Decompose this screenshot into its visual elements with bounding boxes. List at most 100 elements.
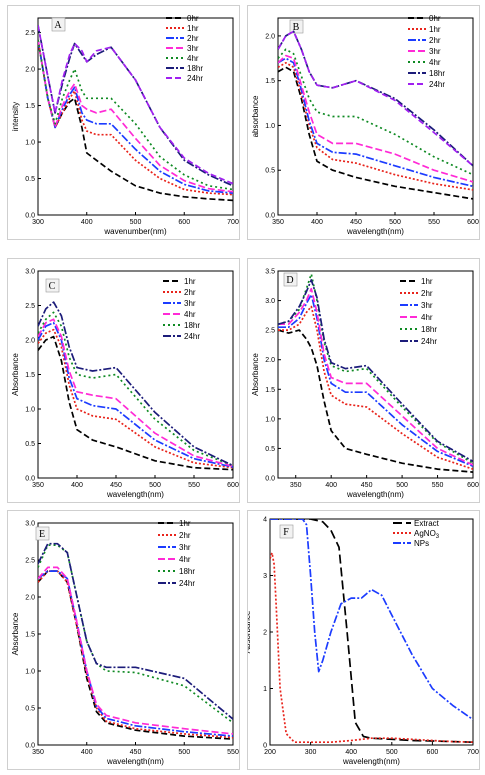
series-line-18hr	[278, 273, 473, 464]
x-tick-label: 700	[467, 749, 479, 756]
y-tick-label: 0.5	[25, 176, 35, 183]
y-tick-label: 2.0	[265, 33, 275, 40]
x-tick-label: 450	[350, 219, 362, 226]
panel-tag-box	[45, 278, 60, 293]
x-tick-label: 350	[32, 482, 44, 489]
panel-tag-box	[289, 19, 304, 34]
series-line-24hr	[38, 301, 233, 467]
x-tick-label: 300	[32, 219, 44, 226]
series-line-1hr	[38, 335, 233, 471]
panel-tag: B	[293, 22, 300, 33]
x-tick-label: 400	[325, 482, 337, 489]
x-tick-label: 550	[428, 219, 440, 226]
legend-label: 2hr	[429, 36, 441, 45]
y-tick-label: 1.0	[25, 669, 35, 676]
legend-label: 18hr	[184, 321, 200, 330]
y-tick-label: 1.0	[25, 407, 35, 414]
y-tick-label: 0.0	[25, 743, 35, 750]
x-tick-label: 400	[311, 219, 323, 226]
series-line-24hr	[278, 279, 473, 463]
y-tick-label: 0.5	[25, 441, 35, 448]
legend-label: 4hr	[421, 313, 433, 322]
series-line-3hr	[38, 39, 233, 193]
legend-label: 4hr	[187, 54, 199, 63]
y-axis-label: intensity	[11, 102, 20, 131]
legend-label: 3hr	[184, 299, 196, 308]
series-line-3hr	[38, 570, 233, 737]
legend-label: 3hr	[179, 543, 191, 552]
series-line-2hr	[278, 305, 473, 470]
series-line-18hr	[278, 30, 473, 167]
y-tick-label: 2.0	[265, 357, 275, 364]
x-tick-label: 600	[467, 482, 479, 489]
y-tick-label: 0.5	[265, 446, 275, 453]
y-tick-label: 2.5	[25, 30, 35, 37]
y-tick-label: 4	[263, 517, 267, 524]
y-tick-label: 1.5	[265, 387, 275, 394]
y-tick-label: 3.0	[25, 521, 35, 528]
series-line-nps	[270, 519, 473, 721]
x-tick-label: 350	[32, 749, 44, 756]
x-tick-label: 400	[71, 482, 83, 489]
chart-e: 350 400 450 500 550 0.0 0.5 1.0 1.5 2.0 2.5 3.0 wave…	[11, 519, 239, 766]
plot-frame	[277, 270, 474, 479]
legend-label: 24hr	[184, 332, 200, 341]
x-tick-label: 700	[227, 219, 239, 226]
x-axis-label: wavelength(nm)	[106, 490, 164, 499]
legend-label: 3hr	[187, 44, 199, 53]
y-tick-label: 1.5	[25, 632, 35, 639]
series-line-1hr	[38, 570, 233, 740]
x-tick-label: 550	[227, 749, 239, 756]
series-line-extract	[270, 519, 473, 744]
panel-b: 350 400 450 500 550 600 0.0 0.5 1.0 1.5 2.0 wavelen…	[247, 5, 480, 240]
y-tick-label: 0.0	[265, 213, 275, 220]
series-line-18hr	[38, 544, 233, 724]
panel-tag-box	[283, 272, 298, 287]
y-tick-label: 1.0	[265, 416, 275, 423]
series-line-0hr	[278, 66, 473, 200]
legend-label: 1hr	[187, 24, 199, 33]
chart-d: 350 400 450 500 550 600 0.0 0.5 1.0 1.5 2.0 2.5 3.0 3…	[251, 269, 479, 500]
y-tick-label: 0.0	[265, 476, 275, 483]
panel-tag-box	[279, 524, 294, 539]
legend-label: 4hr	[429, 58, 441, 67]
plot-frame	[269, 518, 474, 746]
legend-subscript: 3	[436, 534, 440, 540]
y-tick-label: 3	[263, 573, 267, 580]
chart-b: 350 400 450 500 550 600 0.0 0.5 1.0 1.5 2.0 wavelen…	[251, 14, 479, 236]
series-line-1hr	[278, 329, 473, 473]
panel-tag-box	[51, 17, 66, 32]
series-line-4hr	[278, 287, 473, 466]
y-axis-label: Absorbance	[11, 353, 20, 396]
legend-label: 3hr	[429, 47, 441, 56]
panel-tag: F	[283, 527, 289, 538]
y-tick-label: 0.0	[25, 476, 35, 483]
series-line-4hr	[278, 48, 473, 176]
y-tick-label: 1.5	[265, 78, 275, 85]
panel-tag: A	[54, 20, 62, 31]
x-tick-label: 600	[178, 219, 190, 226]
series-line-24hr	[278, 30, 473, 167]
x-tick-label: 500	[178, 749, 190, 756]
legend-label: 0hr	[429, 14, 441, 23]
chart-c: 350 400 450 500 550 600 0.0 0.5 1.0 1.5 2.0 2.5 3.0 w…	[11, 269, 239, 500]
legend-label: 24hr	[187, 74, 203, 83]
panel-f: 200 300 400 500 600 700 0 1 2 3 4 wavelength(nm) Abs…	[247, 510, 480, 770]
legend-label: 2hr	[421, 289, 433, 298]
y-tick-label: 2.0	[25, 67, 35, 74]
legend-label: 24hr	[421, 337, 437, 346]
legend-label: 3hr	[421, 301, 433, 310]
x-tick-label: 350	[290, 482, 302, 489]
x-axis-label: wavelength(nm)	[342, 757, 400, 766]
legend-label: 2hr	[187, 34, 199, 43]
y-tick-label: 1.5	[25, 372, 35, 379]
y-axis-label: absorbance	[251, 95, 260, 137]
x-tick-label: 500	[386, 749, 398, 756]
x-axis-label: wavelength(nm)	[346, 490, 404, 499]
series-line-1hr	[278, 61, 473, 191]
series-line-2hr	[278, 57, 473, 188]
y-tick-label: 2	[263, 630, 267, 637]
panel-d: 350 400 450 500 550 600 0.0 0.5 1.0 1.5 2.0 2.5 3.0 3…	[247, 258, 480, 503]
x-axis-label: wavenumber(nm)	[103, 227, 167, 236]
legend-label: NPs	[414, 539, 429, 548]
